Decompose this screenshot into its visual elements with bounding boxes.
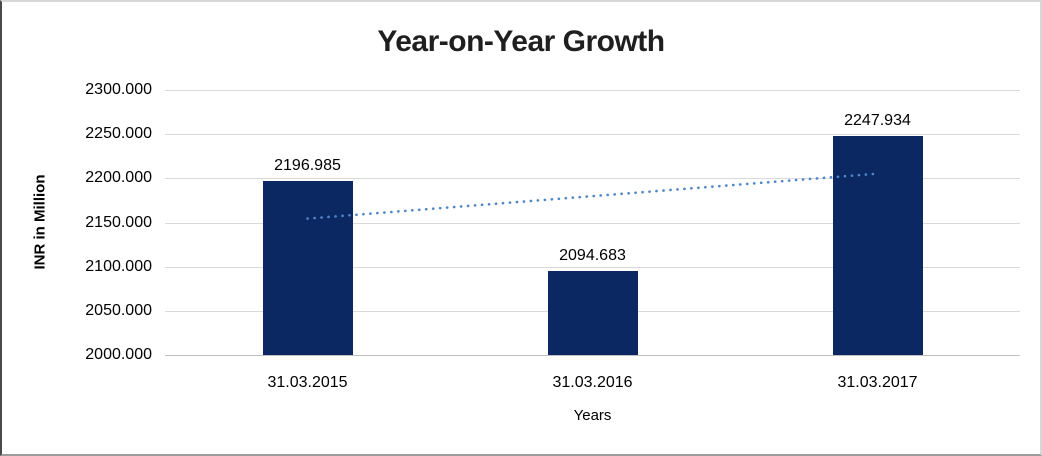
- gridline: [165, 134, 1020, 136]
- plot-area: 2196.985 2094.683 2247.934: [165, 90, 1020, 356]
- x-tick-label: 31.03.2016: [552, 374, 633, 391]
- x-tick-label: 31.03.2017: [837, 374, 918, 391]
- trendline: [306, 172, 879, 220]
- x-axis-title: Years: [573, 407, 612, 424]
- x-axis-line: [165, 355, 1020, 356]
- x-tick-label: 31.03.2015: [267, 374, 348, 391]
- bar: [547, 271, 638, 355]
- y-tick-label: 2100.000: [85, 257, 152, 275]
- bar: [832, 136, 923, 355]
- y-tick-label: 2150.000: [85, 213, 152, 231]
- bar-value-label: 2196.985: [274, 157, 341, 174]
- gridline: [165, 178, 1020, 180]
- gridline: [165, 90, 1020, 91]
- trendline-svg: [306, 172, 879, 220]
- bar-value-label: 2247.934: [844, 112, 911, 129]
- gridline: [165, 266, 1020, 268]
- y-tick-label: 2050.000: [85, 301, 152, 319]
- chart-title: Year-on-Year Growth: [377, 25, 665, 58]
- y-tick-label: 2300.000: [85, 81, 152, 98]
- bar-value-label: 2094.683: [559, 247, 626, 265]
- bar: [262, 181, 353, 355]
- y-tick-label: 2200.000: [85, 169, 152, 187]
- y-tick-label: 2250.000: [85, 125, 152, 143]
- y-tick-label: 2000.000: [85, 346, 152, 363]
- gridline: [165, 222, 1020, 224]
